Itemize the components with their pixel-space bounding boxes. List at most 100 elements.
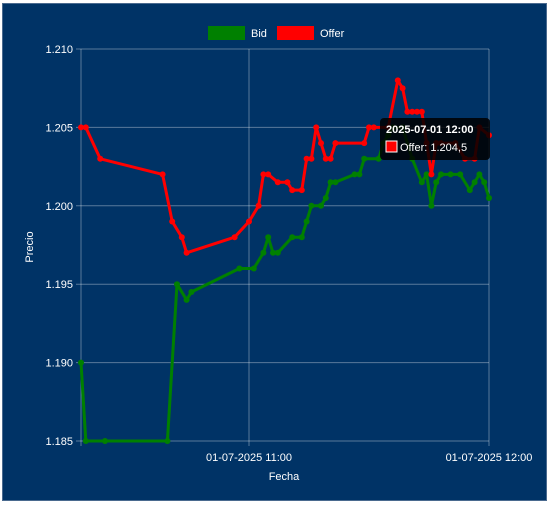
data-point-offer	[255, 202, 262, 209]
data-point-bid	[476, 171, 483, 178]
data-point-bid	[289, 234, 296, 241]
data-point-offer	[428, 171, 435, 178]
x-tick-label: 01-07-2025 11:00	[206, 452, 292, 464]
x-tick-label: 01-07-2025 12:00	[446, 452, 533, 464]
data-point-bid	[428, 202, 435, 209]
legend-swatch-bid	[208, 26, 245, 40]
data-point-bid	[250, 265, 257, 272]
chart-frame: 1.185 1.190 1.195 1.200 1.205 1.210 01-07-202…	[2, 3, 547, 501]
legend-label-bid: Bid	[251, 28, 267, 40]
data-point-offer	[97, 155, 104, 162]
data-point-bid	[174, 281, 180, 288]
data-point-offer	[246, 218, 252, 225]
data-point-offer	[82, 124, 89, 131]
legend-swatch-offer	[277, 26, 314, 40]
data-point-bid	[486, 195, 492, 201]
data-point-bid	[188, 289, 195, 295]
x-axis-ticks: 01-07-2025 11:00 01-07-2025 12:00	[206, 452, 532, 464]
data-point-offer	[265, 171, 272, 178]
data-point-offer	[260, 171, 267, 178]
y-tick-label: 1.200	[45, 201, 73, 213]
data-point-bid	[438, 171, 444, 178]
data-point-offer	[418, 108, 425, 115]
data-point-bid	[236, 265, 243, 272]
series-line-offer	[81, 78, 490, 255]
data-point-offer	[370, 124, 377, 131]
data-point-bid	[471, 179, 478, 186]
data-point-bid	[481, 179, 488, 186]
series-offer	[78, 77, 492, 256]
legend[interactable]: Bid Offer	[208, 26, 345, 40]
data-point-bid	[102, 438, 108, 444]
data-point-bid	[78, 359, 84, 366]
data-point-bid	[375, 155, 382, 162]
y-tick-label: 1.190	[45, 358, 73, 370]
y-tick-label: 1.195	[45, 279, 73, 291]
y-axis-title: Precio	[24, 231, 36, 262]
data-point-bid	[423, 171, 430, 178]
data-point-bid	[318, 202, 324, 209]
data-point-bid	[270, 249, 276, 256]
y-axis-ticks: 1.185 1.190 1.195 1.200 1.205 1.210	[45, 44, 73, 448]
data-point-bid	[308, 202, 315, 209]
data-point-bid	[298, 234, 305, 241]
tooltip-swatch	[385, 140, 398, 153]
data-point-bid	[164, 438, 171, 444]
data-point-bid	[327, 179, 334, 186]
data-point-bid	[447, 171, 454, 178]
tooltip-box	[380, 118, 490, 160]
data-point-offer	[78, 124, 84, 131]
line-chart: 1.185 1.190 1.195 1.200 1.205 1.210 01-07-202…	[24, 26, 532, 483]
tooltip: 2025-07-01 12:00 Offer: 1.204,5	[380, 118, 490, 160]
data-point-offer	[169, 218, 176, 225]
data-point-bid	[356, 171, 363, 178]
data-point-offer	[361, 140, 368, 147]
grid-lines	[76, 48, 490, 446]
data-point-offer	[313, 124, 320, 131]
legend-label-offer: Offer	[320, 28, 345, 40]
data-point-offer	[318, 140, 324, 147]
data-point-offer	[298, 187, 305, 194]
data-point-bid	[361, 155, 368, 162]
data-point-offer	[289, 187, 296, 194]
data-point-bid	[332, 179, 339, 186]
data-point-offer	[178, 234, 185, 241]
data-point-bid	[265, 234, 272, 241]
data-point-offer	[409, 108, 416, 115]
y-tick-label: 1.210	[45, 44, 73, 56]
data-point-offer	[183, 249, 190, 256]
data-point-bid	[82, 438, 89, 444]
data-point-bid	[466, 187, 473, 194]
data-point-bid	[303, 218, 310, 225]
data-point-bid	[351, 171, 358, 178]
data-point-bid	[418, 179, 425, 186]
data-point-offer	[399, 85, 406, 92]
data-point-offer	[394, 77, 401, 84]
data-point-offer	[327, 155, 334, 162]
data-point-offer	[231, 234, 238, 241]
data-point-offer	[308, 155, 315, 162]
series-bid	[78, 124, 492, 444]
y-tick-label: 1.185	[45, 436, 73, 448]
data-point-bid	[183, 296, 190, 303]
data-point-bid	[274, 249, 281, 256]
data-point-offer	[274, 179, 281, 186]
legend-item-bid[interactable]: Bid	[208, 26, 267, 40]
data-point-offer	[322, 155, 329, 162]
data-point-bid	[260, 249, 267, 256]
data-point-offer	[303, 155, 310, 162]
data-point-offer	[284, 179, 291, 186]
data-point-offer	[332, 140, 339, 147]
tooltip-value: Offer: 1.204,5	[400, 142, 467, 154]
tooltip-title: 2025-07-01 12:00	[386, 124, 473, 136]
data-point-offer	[366, 124, 372, 131]
legend-item-offer[interactable]: Offer	[277, 26, 345, 40]
data-point-bid	[433, 179, 440, 186]
data-point-offer	[159, 171, 166, 178]
y-tick-label: 1.205	[45, 122, 73, 134]
data-point-bid	[322, 195, 329, 201]
data-point-offer	[404, 108, 411, 115]
data-point-offer	[414, 108, 420, 115]
data-point-bid	[457, 171, 464, 178]
x-axis-title: Fecha	[269, 471, 300, 483]
